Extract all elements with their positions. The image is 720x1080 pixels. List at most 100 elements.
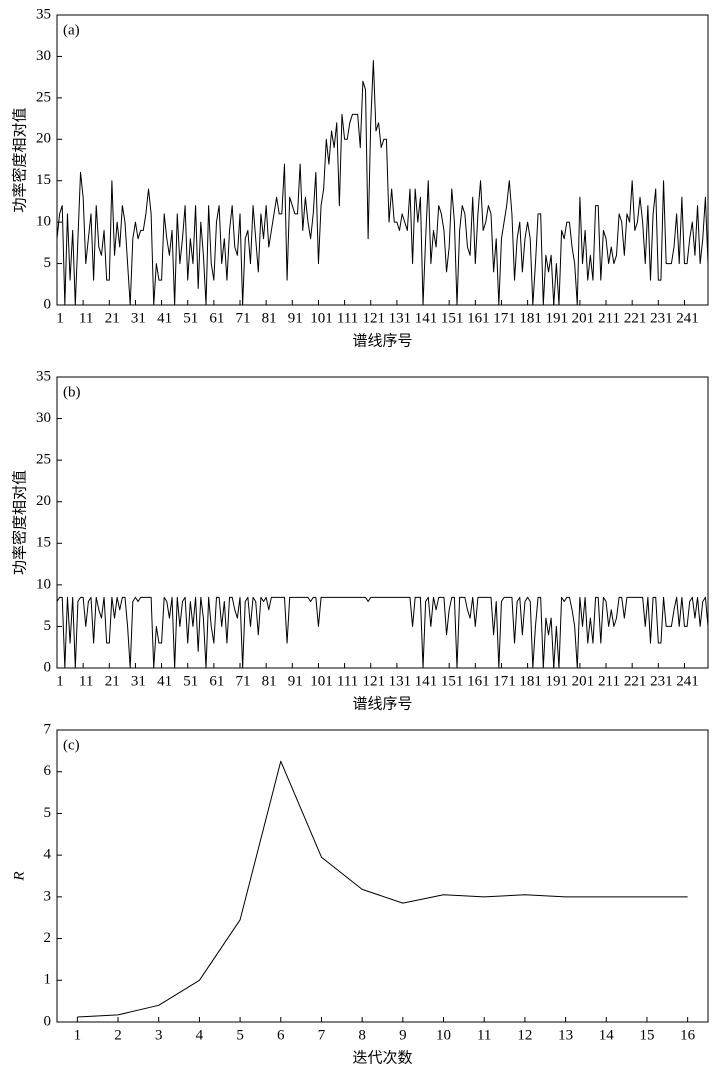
panel-label: (a): [63, 22, 80, 38]
x-tick-label: 191: [545, 673, 568, 689]
x-tick-label: 101: [310, 673, 333, 689]
x-tick-label: 21: [105, 673, 120, 689]
x-tick-label: 91: [288, 310, 303, 326]
y-tick-label: 25: [36, 89, 51, 105]
x-tick-label: 3: [155, 1027, 163, 1043]
x-tick-label: 151: [441, 310, 464, 326]
data-line: [77, 760, 688, 1018]
y-tick-label: 0: [44, 659, 52, 675]
y-axis-label: 功率密度相对值: [11, 107, 29, 212]
x-tick-label: 241: [676, 673, 699, 689]
x-tick-label: 21: [105, 310, 120, 326]
x-tick-label: 161: [467, 310, 490, 326]
x-axis-label: 谱线序号: [352, 695, 412, 713]
plot-frame: [56, 376, 709, 669]
x-tick-label: 1: [56, 310, 64, 326]
x-tick-label: 2: [114, 1027, 122, 1043]
x-tick-label: 141: [415, 310, 438, 326]
x-tick-label: 71: [236, 673, 251, 689]
x-tick-label: 31: [131, 673, 146, 689]
x-tick-label: 15: [639, 1027, 654, 1043]
x-tick-label: 181: [519, 310, 542, 326]
x-tick-label: 201: [572, 310, 595, 326]
data-line: [56, 60, 709, 306]
x-tick-label: 11: [79, 673, 93, 689]
y-tick-label: 15: [36, 535, 51, 551]
x-tick-label: 181: [519, 673, 542, 689]
x-tick-label: 211: [598, 310, 620, 326]
x-tick-label: 121: [362, 673, 385, 689]
y-tick-label: 3: [44, 888, 52, 904]
x-tick-label: 191: [545, 310, 568, 326]
y-tick-label: 5: [44, 618, 52, 634]
x-tick-label: 161: [467, 673, 490, 689]
x-tick-label: 61: [209, 310, 224, 326]
plot-frame: [56, 729, 709, 1023]
y-tick-label: 25: [36, 452, 51, 468]
x-tick-label: 1: [74, 1027, 82, 1043]
y-tick-label: 6: [44, 763, 52, 779]
x-tick-label: 151: [441, 673, 464, 689]
y-tick-label: 10: [36, 214, 51, 230]
x-tick-label: 171: [493, 673, 516, 689]
x-tick-label: 41: [157, 310, 172, 326]
x-tick-label: 1: [56, 673, 64, 689]
x-tick-label: 241: [676, 310, 699, 326]
plot-frame: [56, 14, 709, 306]
x-tick-label: 16: [680, 1027, 696, 1043]
y-tick-label: 30: [36, 410, 51, 426]
y-tick-label: 5: [44, 805, 52, 821]
x-tick-label: 12: [517, 1027, 532, 1043]
x-tick-label: 141: [415, 673, 438, 689]
y-tick-label: 35: [36, 368, 51, 384]
y-axis-label: 功率密度相对值: [11, 470, 29, 575]
x-tick-label: 211: [598, 673, 620, 689]
x-tick-label: 11: [477, 1027, 491, 1043]
x-tick-label: 231: [650, 673, 673, 689]
x-axis-label: 迭代次数: [352, 1049, 412, 1067]
x-tick-label: 31: [131, 310, 146, 326]
y-tick-label: 35: [36, 6, 51, 22]
x-tick-label: 131: [389, 673, 412, 689]
x-tick-label: 91: [288, 673, 303, 689]
x-tick-label: 71: [236, 310, 251, 326]
x-tick-label: 6: [277, 1027, 285, 1043]
x-tick-label: 171: [493, 310, 516, 326]
x-tick-label: 61: [209, 673, 224, 689]
x-axis-label: 谱线序号: [352, 332, 412, 350]
x-tick-label: 7: [318, 1027, 326, 1043]
x-tick-label: 131: [389, 310, 412, 326]
panel-label: (b): [63, 384, 81, 400]
y-tick-label: 30: [36, 48, 51, 64]
x-tick-label: 11: [79, 310, 93, 326]
x-tick-label: 221: [624, 673, 647, 689]
y-tick-label: 1: [44, 972, 52, 988]
x-tick-label: 8: [358, 1027, 366, 1043]
y-tick-label: 20: [36, 131, 51, 147]
x-tick-label: 4: [196, 1027, 204, 1043]
x-tick-label: 221: [624, 310, 647, 326]
x-tick-label: 81: [262, 310, 277, 326]
x-tick-label: 201: [572, 673, 595, 689]
x-tick-label: 51: [183, 310, 198, 326]
x-tick-label: 121: [362, 310, 385, 326]
x-tick-label: 5: [236, 1027, 244, 1043]
y-tick-label: 10: [36, 576, 51, 592]
panel-label: (c): [63, 737, 80, 753]
x-tick-label: 231: [650, 310, 673, 326]
y-tick-label: 4: [44, 847, 52, 863]
x-tick-label: 10: [436, 1027, 451, 1043]
x-tick-label: 13: [558, 1027, 573, 1043]
x-tick-label: 111: [337, 673, 358, 689]
x-tick-label: 51: [183, 673, 198, 689]
x-tick-label: 81: [262, 673, 277, 689]
x-tick-label: 14: [599, 1027, 615, 1043]
x-tick-label: 101: [310, 310, 333, 326]
y-tick-label: 2: [44, 930, 52, 946]
y-tick-label: 0: [44, 1013, 52, 1029]
y-tick-label: 0: [44, 296, 52, 312]
y-axis-label: R: [11, 871, 27, 881]
y-tick-label: 20: [36, 493, 51, 509]
x-tick-label: 41: [157, 673, 172, 689]
data-line: [56, 596, 709, 669]
